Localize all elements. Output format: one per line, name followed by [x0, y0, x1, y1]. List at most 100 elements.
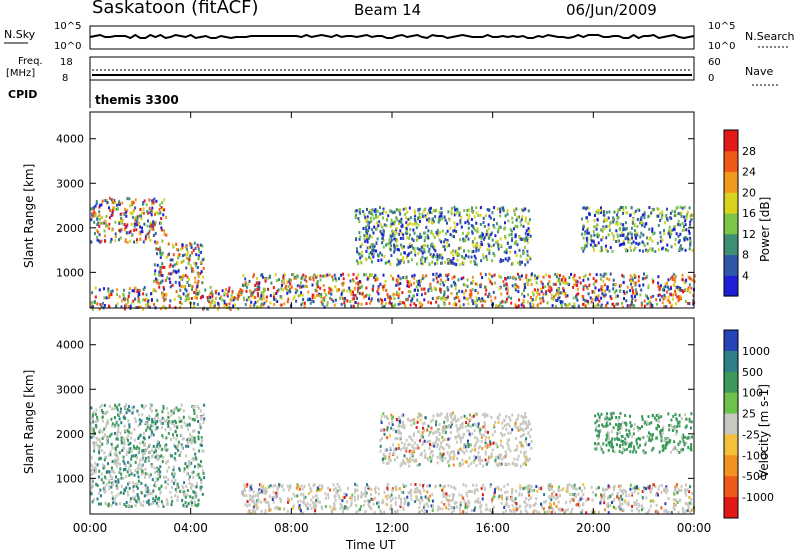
heatmap-cell: [534, 298, 537, 302]
heatmap-cell: [383, 284, 386, 287]
heatmap-cell: [588, 272, 591, 276]
heatmap-cell: [473, 215, 476, 219]
heatmap-cell: [175, 242, 178, 246]
heatmap-cell: [439, 273, 442, 277]
heatmap-cell: [393, 210, 396, 214]
y-tick-label: 4000: [56, 133, 84, 146]
heatmap-cell: [407, 260, 410, 264]
heatmap-cell: [133, 224, 136, 228]
heatmap-cell: [515, 218, 518, 222]
heatmap-cell: [359, 260, 362, 264]
heatmap-cell: [336, 489, 339, 493]
heatmap-cell: [142, 504, 145, 508]
heatmap-cell: [188, 278, 190, 281]
heatmap-cell: [114, 403, 117, 407]
heatmap-cell: [439, 484, 442, 488]
heatmap-cell: [385, 502, 388, 506]
heatmap-cell: [638, 241, 641, 245]
heatmap-cell: [252, 275, 255, 279]
heatmap-cell: [128, 197, 131, 201]
heatmap-cell: [188, 258, 191, 262]
heatmap-cell: [161, 207, 164, 211]
heatmap-cell: [571, 305, 574, 308]
heatmap-cell: [505, 500, 508, 504]
heatmap-cell: [159, 470, 162, 474]
heatmap-cell: [531, 305, 534, 309]
heatmap-cell: [426, 244, 429, 248]
heatmap-cell: [405, 207, 407, 210]
heatmap-cell: [415, 221, 418, 225]
heatmap-cell: [401, 291, 404, 295]
heatmap-cell: [167, 478, 170, 481]
heatmap-cell: [339, 296, 342, 300]
heatmap-cell: [407, 297, 409, 301]
heatmap-cell: [687, 506, 690, 510]
heatmap-cell: [690, 286, 693, 290]
heatmap-cell: [161, 262, 164, 266]
heatmap-cell: [95, 408, 98, 412]
heatmap-cell: [110, 237, 113, 241]
heatmap-cell: [97, 475, 100, 479]
heatmap-cell: [295, 275, 298, 279]
heatmap-cell: [147, 492, 150, 495]
heatmap-cell: [452, 509, 455, 512]
heatmap-cell: [620, 494, 622, 498]
heatmap-cell: [210, 289, 213, 293]
heatmap-cell: [603, 217, 606, 221]
heatmap-cell: [427, 218, 430, 222]
heatmap-cell: [621, 305, 624, 309]
heatmap-cell: [510, 301, 513, 305]
heatmap-cell: [620, 489, 623, 493]
heatmap-cell: [386, 293, 389, 296]
heatmap-cell: [581, 232, 584, 236]
heatmap-cell: [260, 483, 262, 487]
heatmap-cell: [609, 221, 612, 225]
heatmap-cell: [129, 441, 132, 445]
heatmap-cell: [567, 303, 569, 307]
heatmap-cell: [484, 285, 486, 289]
heatmap-cell: [526, 485, 528, 489]
heatmap-cell: [651, 249, 654, 253]
heatmap-cell: [135, 228, 138, 232]
heatmap-cell: [496, 445, 499, 449]
heatmap-cell: [558, 274, 561, 277]
heatmap-cell: [466, 208, 469, 212]
heatmap-cell: [687, 301, 690, 305]
heatmap-cell: [666, 285, 669, 289]
heatmap-cell: [155, 495, 157, 499]
heatmap-cell: [311, 293, 314, 297]
heatmap-cell: [162, 456, 165, 459]
heatmap-cell: [134, 218, 137, 222]
heatmap-cell: [225, 303, 228, 307]
heatmap-cell: [387, 461, 390, 465]
heatmap-cell: [554, 272, 557, 276]
heatmap-cell: [418, 412, 420, 416]
heatmap-cell: [519, 220, 522, 224]
heatmap-cell: [635, 241, 638, 245]
heatmap-cell: [541, 296, 544, 300]
heatmap-cell: [470, 462, 473, 466]
heatmap-cell: [338, 485, 341, 489]
heatmap-cell: [389, 297, 391, 301]
heatmap-cell: [112, 483, 114, 487]
heatmap-cell: [116, 293, 119, 297]
heatmap-cell: [515, 448, 518, 451]
heatmap-cell: [487, 436, 490, 440]
heatmap-cell: [554, 282, 557, 286]
heatmap-cell: [432, 418, 435, 422]
heatmap-cell: [665, 248, 667, 252]
heatmap-cell: [402, 420, 404, 424]
heatmap-cell: [366, 238, 369, 242]
heatmap-cell: [183, 285, 185, 289]
heatmap-cell: [511, 428, 514, 432]
heatmap-cell: [107, 290, 110, 293]
heatmap-cell: [409, 303, 412, 307]
heatmap-cell: [418, 247, 421, 251]
heatmap-cell: [689, 225, 692, 228]
heatmap-cell: [475, 296, 478, 300]
heatmap-cell: [132, 454, 135, 458]
heatmap-cell: [167, 424, 170, 428]
heatmap-cell: [668, 234, 671, 238]
heatmap-cell: [555, 298, 558, 302]
heatmap-cell: [187, 444, 190, 448]
